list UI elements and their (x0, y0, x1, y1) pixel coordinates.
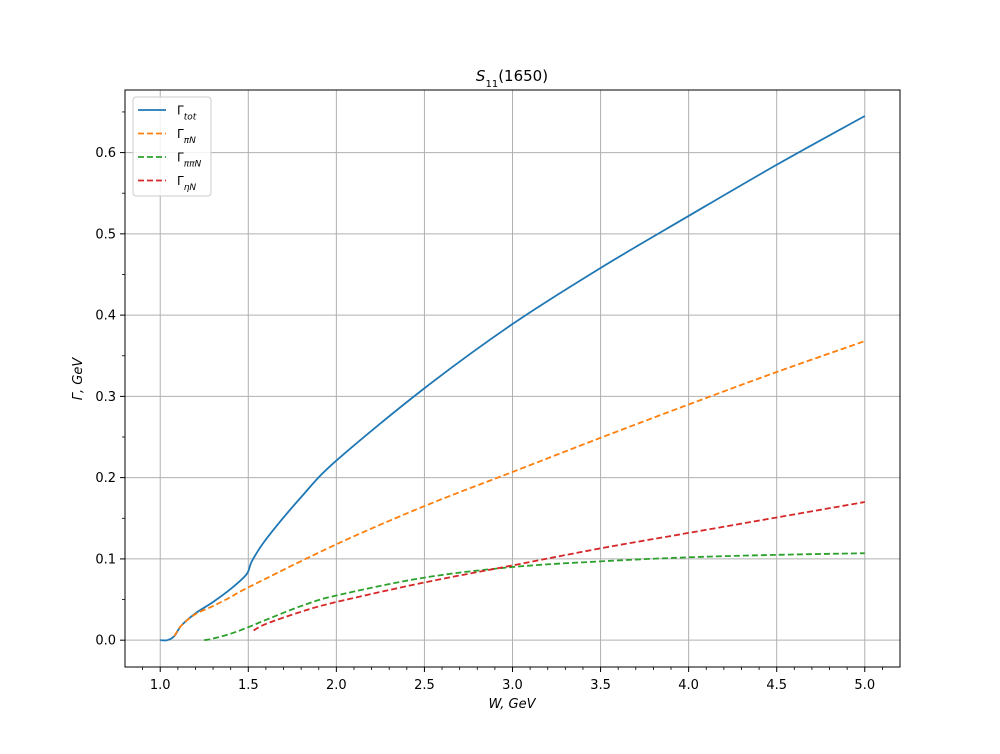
legend-label-sub: πN (184, 136, 196, 146)
x-tick-label: 2.0 (326, 678, 347, 693)
x-tick-label: 3.5 (590, 678, 611, 693)
legend-label-main: Γ (177, 151, 184, 165)
legend-label-sub: ππN (184, 160, 202, 170)
x-tick-label: 1.0 (150, 678, 171, 693)
x-axis-label: W, GeV (488, 697, 536, 712)
x-tick-label: 1.5 (238, 678, 259, 693)
legend-label-0: Γtot (177, 104, 197, 123)
series-layer (160, 115, 866, 642)
title-sub: 11 (485, 79, 498, 90)
legend-label-sub: tot (184, 113, 197, 123)
tick-layer: 1.0 1.5 2.0 2.5 3.0 3.5 4.0 4.5 5.0 0.0 0.1 0.2 0.3 0… (95, 111, 883, 693)
legend-label-main: Γ (177, 104, 184, 118)
y-tick-label: 0.4 (95, 309, 116, 324)
series-line-1 (173, 340, 866, 637)
x-tick-label: 4.5 (766, 678, 787, 693)
legend-box (132, 96, 212, 197)
x-tick-label: 5.0 (854, 678, 875, 693)
legend-label-sub: ηN (184, 183, 197, 193)
legend-label-main: Γ (177, 127, 184, 141)
series-line-3 (253, 501, 865, 632)
title-main: S (476, 67, 486, 85)
y-tick-label: 0.0 (95, 634, 116, 649)
y-tick-label: 0.1 (95, 552, 116, 567)
y-axis-label: Γ, GeV (71, 357, 86, 401)
y-tick-label: 0.6 (95, 146, 116, 161)
y-tick-label: 0.2 (95, 471, 116, 486)
x-tick-label: 4.0 (678, 678, 699, 693)
legend-label-main: Γ (177, 174, 184, 188)
chart-title: S11(1650) (476, 67, 548, 90)
series-line-2 (204, 552, 865, 642)
title-rest: (1650) (498, 67, 548, 85)
legend-label-1: ΓπN (177, 127, 196, 146)
legend-label-2: ΓππN (177, 151, 202, 170)
x-tick-label: 2.5 (414, 678, 435, 693)
y-tick-label: 0.3 (95, 390, 116, 405)
y-tick-label: 0.5 (95, 227, 116, 242)
legend-label-3: ΓηN (177, 174, 196, 193)
x-tick-label: 3.0 (502, 678, 523, 693)
